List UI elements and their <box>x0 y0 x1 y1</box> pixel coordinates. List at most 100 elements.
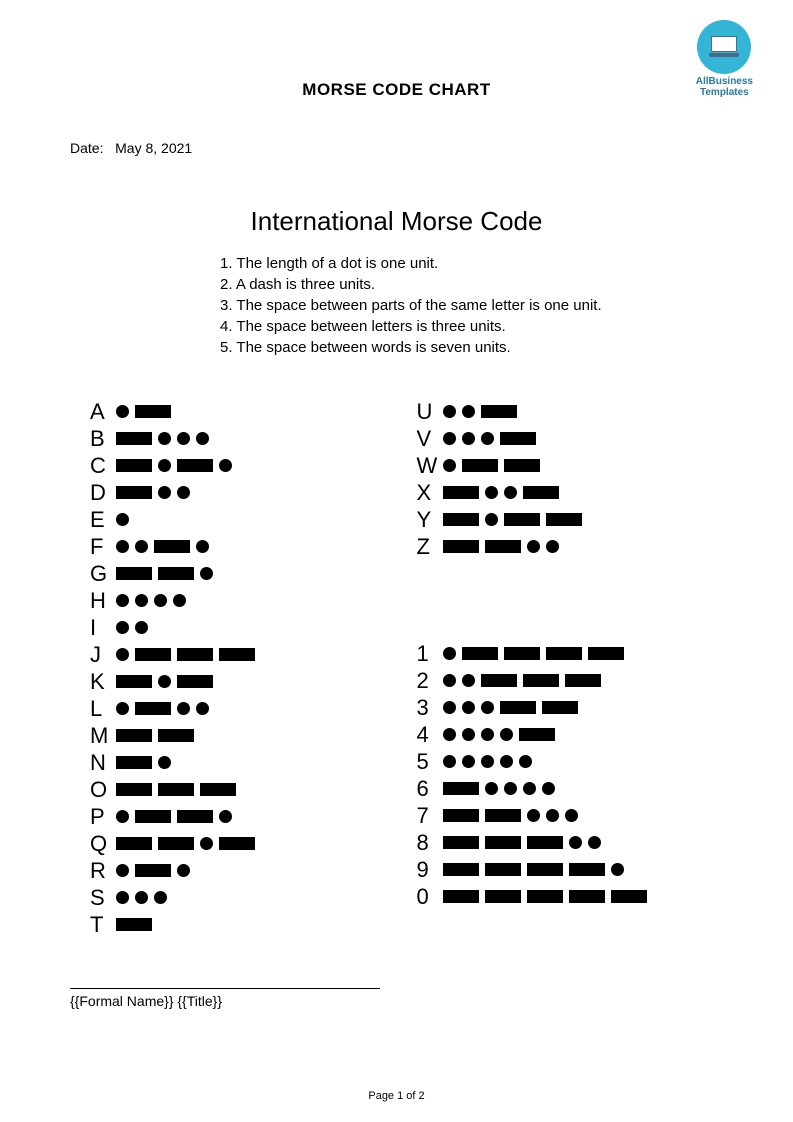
morse-row: J <box>90 641 377 668</box>
column-gap <box>417 560 704 640</box>
dot-icon <box>504 486 517 499</box>
rules-list: 1. The length of a dot is one unit. 2. A… <box>220 253 723 358</box>
logo-text-2: Templates <box>696 87 753 98</box>
morse-row: X <box>417 479 704 506</box>
dot-icon <box>116 864 129 877</box>
rule-item: 2. A dash is three units. <box>220 274 723 295</box>
dash-icon <box>177 810 213 823</box>
morse-code <box>116 729 194 742</box>
dot-icon <box>504 782 517 795</box>
morse-char: N <box>90 750 116 776</box>
morse-row: W <box>417 452 704 479</box>
morse-char: 8 <box>417 830 443 856</box>
dot-icon <box>116 648 129 661</box>
morse-char: G <box>90 561 116 587</box>
morse-char: E <box>90 507 116 533</box>
morse-code <box>116 810 232 823</box>
dot-icon <box>569 836 582 849</box>
dash-icon <box>135 702 171 715</box>
morse-row: Y <box>417 506 704 533</box>
dash-icon <box>588 647 624 660</box>
morse-row: R <box>90 857 377 884</box>
dot-icon <box>443 405 456 418</box>
dot-icon <box>443 432 456 445</box>
dot-icon <box>135 891 148 904</box>
dash-icon <box>504 459 540 472</box>
dot-icon <box>200 567 213 580</box>
morse-char: Z <box>417 534 443 560</box>
dash-icon <box>546 647 582 660</box>
dash-icon <box>443 809 479 822</box>
morse-char: 3 <box>417 695 443 721</box>
dash-icon <box>135 648 171 661</box>
morse-code <box>443 809 578 822</box>
morse-char: 4 <box>417 722 443 748</box>
dot-icon <box>481 432 494 445</box>
dash-icon <box>611 890 647 903</box>
dot-icon <box>485 513 498 526</box>
dot-icon <box>177 702 190 715</box>
date-label: Date: <box>70 140 103 156</box>
morse-code <box>443 863 624 876</box>
morse-char: W <box>417 453 443 479</box>
morse-code <box>443 459 540 472</box>
morse-char: X <box>417 480 443 506</box>
dash-icon <box>158 729 194 742</box>
dot-icon <box>177 864 190 877</box>
dash-icon <box>519 728 555 741</box>
dash-icon <box>177 648 213 661</box>
dot-icon <box>158 675 171 688</box>
dash-icon <box>565 674 601 687</box>
dash-icon <box>542 701 578 714</box>
dot-icon <box>196 702 209 715</box>
dot-icon <box>546 540 559 553</box>
morse-code <box>116 837 255 850</box>
dot-icon <box>462 701 475 714</box>
dash-icon <box>443 863 479 876</box>
letters-column-right: UVWXYZ1234567890 <box>417 398 704 938</box>
dot-icon <box>462 432 475 445</box>
dash-icon <box>462 459 498 472</box>
morse-char: L <box>90 696 116 722</box>
morse-char: 1 <box>417 641 443 667</box>
dot-icon <box>158 486 171 499</box>
dash-icon <box>485 890 521 903</box>
morse-row: C <box>90 452 377 479</box>
dash-icon <box>116 486 152 499</box>
morse-char: 5 <box>417 749 443 775</box>
morse-char: A <box>90 399 116 425</box>
dash-icon <box>158 783 194 796</box>
dash-icon <box>504 647 540 660</box>
dot-icon <box>500 755 513 768</box>
morse-code <box>443 405 517 418</box>
morse-row: G <box>90 560 377 587</box>
morse-char: 0 <box>417 884 443 910</box>
signature-line <box>70 988 380 989</box>
dash-icon <box>154 540 190 553</box>
dot-icon <box>196 540 209 553</box>
dash-icon <box>504 513 540 526</box>
dot-icon <box>527 809 540 822</box>
morse-row: 5 <box>417 748 704 775</box>
dot-icon <box>177 432 190 445</box>
dot-icon <box>135 540 148 553</box>
morse-row: I <box>90 614 377 641</box>
dash-icon <box>116 459 152 472</box>
morse-row: S <box>90 884 377 911</box>
morse-code <box>116 675 213 688</box>
dash-icon <box>485 836 521 849</box>
dash-icon <box>443 836 479 849</box>
dash-icon <box>116 432 152 445</box>
rule-item: 5. The space between words is seven unit… <box>220 337 723 358</box>
rule-item: 1. The length of a dot is one unit. <box>220 253 723 274</box>
dash-icon <box>219 648 255 661</box>
morse-char: 2 <box>417 668 443 694</box>
dot-icon <box>116 405 129 418</box>
morse-code <box>443 782 555 795</box>
morse-row: Q <box>90 830 377 857</box>
morse-row: V <box>417 425 704 452</box>
morse-code <box>116 459 232 472</box>
dot-icon <box>116 891 129 904</box>
dash-icon <box>527 863 563 876</box>
dot-icon <box>519 755 532 768</box>
